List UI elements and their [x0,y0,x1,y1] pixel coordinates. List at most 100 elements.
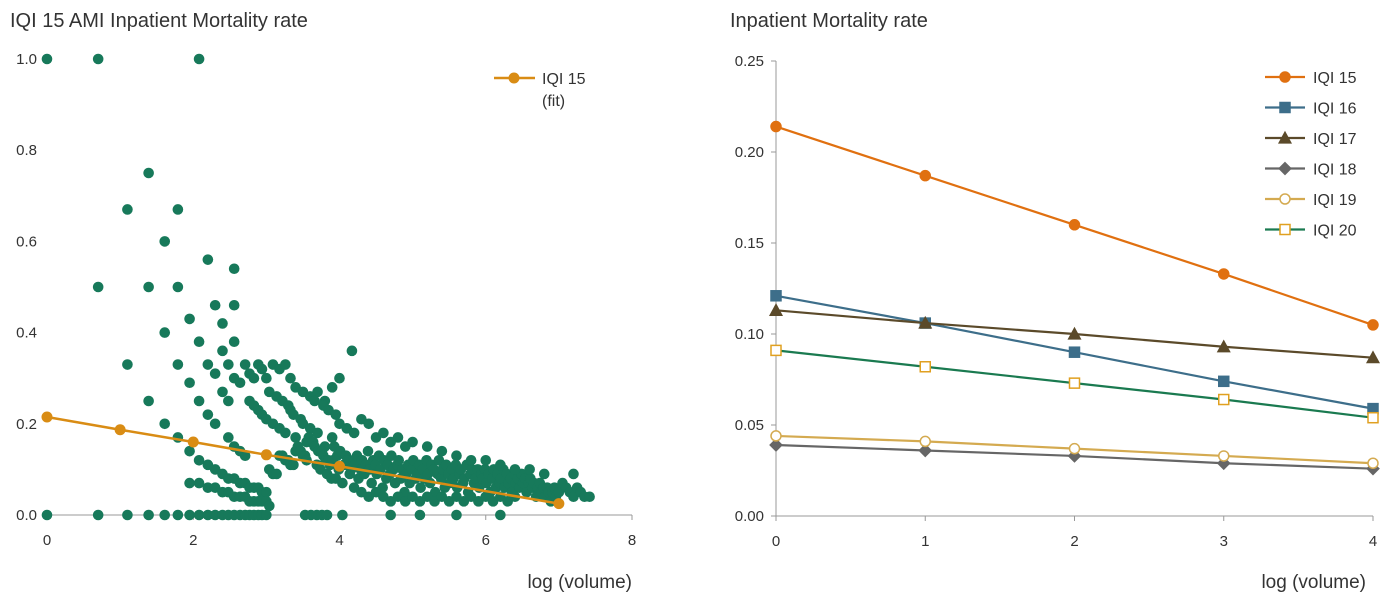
x-tick-label: 2 [189,532,197,549]
series-iqi-17 [768,303,1381,364]
y-tick-label: 0.25 [735,53,764,70]
scatter-point [264,500,275,512]
fit-point [114,424,126,436]
scatter-point [193,477,205,489]
scatter-point [143,167,154,179]
scatter-point [239,450,251,462]
data-point-iqi-15 [770,120,782,133]
scatter-point [217,318,228,329]
data-point-iqi-20 [919,361,931,373]
data-point-iqi-18 [769,438,783,452]
scatter-point [184,509,195,521]
scatter-point [312,386,323,398]
scatter-point [568,468,579,480]
scatter-point [122,359,133,370]
scatter-point [538,468,550,480]
legend-marker-iqi-19 [1279,193,1291,205]
x-tick-label: 0 [772,533,780,550]
scatter-point [217,345,228,357]
scatter-point [92,281,104,293]
legend-marker-iqi-17 [1277,130,1293,144]
data-point-iqi-16 [770,290,782,302]
chart-title-left: IQI 15 AMI Inpatient Mortality rate [10,10,308,32]
scatter-point [223,359,234,370]
x-tick-label: 4 [335,532,343,549]
x-axis-label: log (volume) [1261,572,1366,593]
x-tick-label: 6 [482,532,490,549]
scatter-point [465,454,477,466]
legend-label-line2: (fit) [542,93,565,110]
scatter-point [436,445,448,457]
x-tick-label: 1 [921,533,929,550]
scatter-chart: 0 2 4 6 8 0.0 0.2 0.4 0.6 0.8 1.0 log (volume) IQI 1… [16,51,636,593]
scatter-point [451,509,462,521]
data-point-iqi-20 [770,344,782,357]
scatter-point [385,509,396,521]
legend: IQI 15 IQI 16 IQI 17 IQI 18 IQI 19 IQI 20 [1265,70,1357,240]
scatter-point [228,299,240,311]
legend-label-iqi-15: IQI 15 [1313,70,1357,87]
series-iqi-20 [770,344,1379,424]
y-tick-label: 0.10 [735,326,764,343]
data-point-iqi-15 [1367,319,1379,331]
scatter-point [202,409,214,420]
fit-point [187,436,199,448]
scatter-point [92,509,104,521]
scatter-point [184,313,195,325]
scatter-point [209,418,221,430]
data-point-iqi-15 [1068,219,1081,231]
scatter-point [393,454,405,466]
legend: IQI 15 (fit) [494,71,586,110]
scatter-point [193,53,205,65]
scatter-point [41,509,53,521]
legend-label: IQI 15 [542,71,586,88]
scatter-point [159,236,171,247]
y-tick-label: 1.0 [16,51,37,68]
scatter-point [159,327,171,338]
scatter-point [184,445,195,457]
x-tick-label: 0 [43,532,51,549]
data-point-iqi-20 [1068,377,1081,389]
scatter-point [184,377,195,389]
scatter-point [326,382,338,393]
series-iqi-19 [770,430,1379,469]
scatter-point [217,386,228,398]
data-point-iqi-17 [1067,326,1082,340]
scatter-point [172,359,184,370]
scatter-point [330,409,342,420]
x-tick-label: 4 [1369,533,1377,550]
fit-point [334,460,345,472]
scatter-point [193,395,205,407]
scatter-point [362,445,374,457]
scatter-point [337,509,348,521]
scatter-point [451,450,462,462]
y-tick-label: 0.0 [16,507,37,524]
scatter-point [415,482,426,493]
data-point-iqi-16 [1218,375,1230,388]
x-tick-label: 3 [1220,533,1228,550]
scatter-point [261,486,272,498]
fit-line [46,415,560,505]
scatter-point [290,432,301,443]
scatter-point [271,468,282,480]
scatter-point [348,427,360,439]
chart-title-right: Inpatient Mortality rate [730,10,928,32]
legend-label-iqi-19: IQI 19 [1313,192,1357,209]
scatter-point [239,359,251,370]
scatter-point [261,509,272,521]
scatter-point [202,482,214,493]
fit-point [41,411,53,423]
scatter-point [480,454,492,466]
scatter-points [41,53,595,521]
scatter-point [366,477,377,489]
scatter-point [584,491,595,503]
data-point-iqi-19 [919,435,931,448]
scatter-point [378,427,389,439]
y-tick-label: 0.20 [735,144,764,161]
legend-marker-iqi-15 [1279,71,1291,83]
scatter-point [184,477,195,489]
legend-marker-iqi-16 [1279,101,1291,114]
scatter-point [392,432,404,443]
data-point-iqi-20 [1218,393,1230,406]
